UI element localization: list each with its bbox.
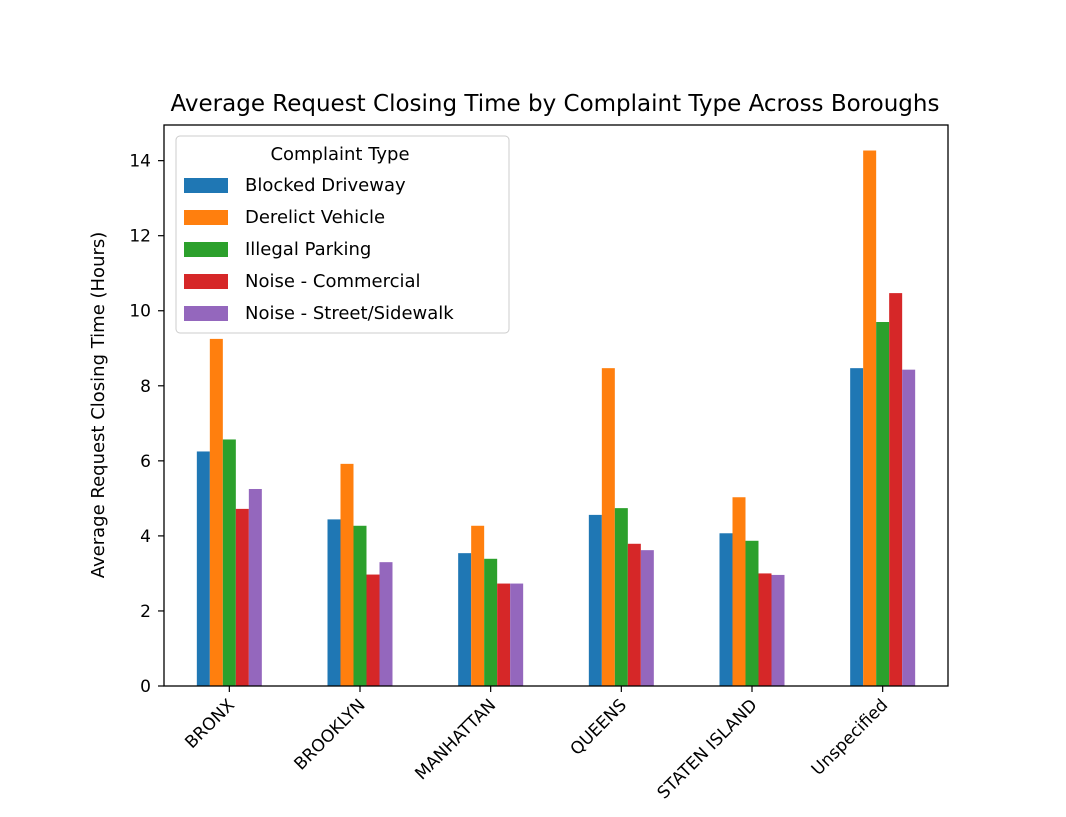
legend-swatch: [184, 274, 228, 289]
bar-illegal-parking-queens: [614, 508, 628, 686]
legend-box: [175, 135, 510, 334]
bar-illegal-parking-unspecified: [876, 322, 890, 686]
bar-noise-street-sidewalk-queens: [640, 550, 654, 686]
bar-derelict-vehicle-brooklyn: [340, 463, 354, 686]
chart-title: Average Request Closing Time by Complain…: [171, 91, 940, 117]
bar-blocked-driveway-unspecified: [850, 368, 864, 686]
y-tick-label: 12: [129, 227, 151, 247]
y-tick-label: 4: [140, 527, 151, 547]
legend-entry-label: Derelict Vehicle: [245, 207, 385, 228]
bar-derelict-vehicle-unspecified: [863, 150, 877, 686]
legend-swatch: [184, 178, 228, 193]
bar-blocked-driveway-brooklyn: [327, 519, 341, 686]
legend-swatch: [184, 306, 228, 321]
bar-derelict-vehicle-manhattan: [471, 525, 485, 686]
bar-noise-commercial-brooklyn: [366, 574, 380, 686]
bar-illegal-parking-staten-island: [745, 540, 759, 686]
y-tick-label: 6: [140, 452, 151, 472]
bar-derelict-vehicle-bronx: [209, 338, 223, 686]
bar-derelict-vehicle-queens: [601, 368, 615, 686]
bar-illegal-parking-manhattan: [484, 558, 498, 686]
bar-noise-commercial-bronx: [235, 508, 249, 686]
bar-blocked-driveway-bronx: [196, 451, 210, 686]
legend-entry-label: Illegal Parking: [245, 239, 371, 260]
y-tick-label: 10: [129, 302, 151, 322]
bars-layer: [196, 150, 916, 686]
bar-noise-commercial-manhattan: [497, 583, 511, 686]
bar-noise-street-sidewalk-unspecified: [902, 369, 916, 686]
legend-entry-label: Noise - Commercial: [245, 271, 421, 292]
legend-swatch: [184, 242, 228, 257]
bar-illegal-parking-bronx: [222, 439, 236, 686]
y-tick-label: 14: [129, 152, 151, 172]
plot-frame: [163, 124, 949, 687]
bar-noise-street-sidewalk-bronx: [248, 488, 262, 686]
legend: Complaint Type Blocked Driveway Derelict V…: [175, 135, 510, 334]
bar-noise-street-sidewalk-manhattan: [510, 583, 524, 686]
bar-noise-commercial-unspecified: [889, 293, 903, 686]
bar-blocked-driveway-staten-island: [719, 533, 733, 686]
bar-noise-street-sidewalk-brooklyn: [379, 562, 393, 686]
y-tick-label: 0: [140, 677, 151, 697]
bar-blocked-driveway-queens: [588, 514, 602, 686]
legend-swatch: [184, 210, 228, 225]
legend-title: Complaint Type: [270, 144, 409, 165]
y-tick-label: 8: [140, 377, 151, 397]
y-axis-label: Average Request Closing Time (Hours): [88, 232, 109, 579]
bar-noise-street-sidewalk-staten-island: [771, 574, 785, 686]
y-tick-label: 2: [140, 602, 151, 622]
bar-noise-commercial-staten-island: [758, 573, 772, 686]
bar-blocked-driveway-manhattan: [458, 553, 472, 686]
bar-illegal-parking-brooklyn: [353, 525, 367, 686]
legend-entry-label: Noise - Street/Sidewalk: [245, 303, 454, 324]
bar-noise-commercial-queens: [627, 543, 641, 686]
bar-derelict-vehicle-staten-island: [732, 497, 746, 686]
legend-entry-label: Blocked Driveway: [245, 175, 406, 196]
